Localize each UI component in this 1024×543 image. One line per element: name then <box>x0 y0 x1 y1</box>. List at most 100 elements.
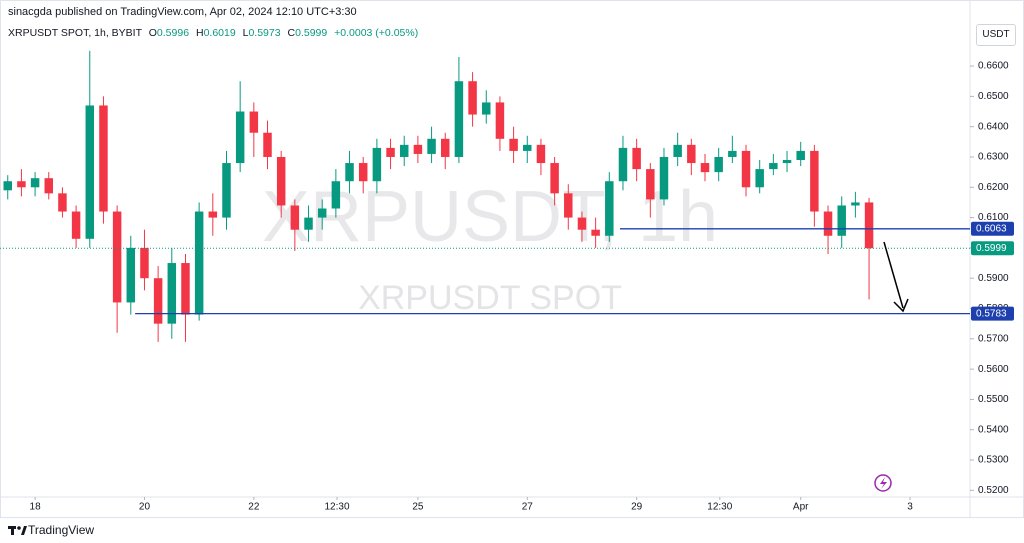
candle-body <box>550 163 559 194</box>
level-tag-label: 0.5783 <box>976 308 1007 319</box>
candle-body <box>167 263 177 324</box>
candle-body <box>468 81 477 115</box>
time-tick-label: 27 <box>522 502 534 513</box>
ohlc-value: 0.5996 <box>156 27 190 39</box>
candle-body <box>441 138 450 157</box>
candle-body <box>317 208 327 218</box>
brand: TradingView <box>28 523 95 537</box>
candle-body <box>235 111 245 164</box>
candle-body <box>577 217 587 230</box>
candle-body <box>700 163 710 173</box>
plot <box>0 50 970 342</box>
last-price-label: 0.5999 <box>976 243 1007 254</box>
level-tag <box>971 221 1014 236</box>
price-tick-label: 0.6200 <box>978 182 1009 193</box>
candle-body <box>741 150 751 188</box>
candle-body <box>782 160 792 164</box>
candle-body <box>864 202 874 249</box>
candle-body <box>263 132 272 157</box>
change: +0.0003 (+0.05%) <box>334 27 419 39</box>
candle-body <box>714 156 723 173</box>
candle-body <box>399 144 409 157</box>
tv-logo <box>8 526 27 535</box>
arrow <box>883 241 909 313</box>
candle-body <box>523 144 532 151</box>
icon[interactable] <box>874 474 892 492</box>
candle-body <box>208 211 218 218</box>
price-tick-label: 0.5300 <box>978 455 1009 466</box>
price-tick-label: 0.5200 <box>978 485 1009 496</box>
candle-body <box>605 181 614 236</box>
legend: XRPUSDT SPOT, 1h, BYBIT O0.5996 H0.6019 … <box>8 27 418 39</box>
last-price-tag <box>971 241 1014 256</box>
time-tick-label: 12:30 <box>707 502 732 513</box>
alert-icon-bolt <box>880 477 887 489</box>
price-tick-label: 0.5700 <box>978 333 1009 344</box>
candle-body <box>222 163 231 218</box>
candle-body <box>509 138 518 151</box>
candle-body <box>632 147 641 170</box>
candle-body <box>413 144 423 154</box>
candle-body <box>564 193 573 218</box>
currency-button[interactable]: USDT <box>976 24 1016 46</box>
candle-body <box>194 211 204 315</box>
ohlc-value: 0.5999 <box>295 27 328 39</box>
published-note: sinacgda published on TradingView.com, A… <box>8 6 357 18</box>
price-tick-label: 0.5900 <box>978 273 1009 284</box>
arrow-shaft <box>883 241 904 309</box>
candle-body <box>495 102 505 139</box>
candle-body <box>796 150 805 161</box>
candle-body <box>591 229 600 236</box>
candle-body <box>646 169 655 200</box>
candle-body <box>71 211 81 239</box>
candle-body <box>372 147 382 182</box>
candle-body <box>153 278 163 324</box>
candle-body <box>837 205 846 236</box>
candle-body <box>44 178 54 194</box>
candle-body <box>536 144 546 164</box>
candle-body <box>30 178 40 188</box>
time-tick-label: 29 <box>631 502 643 513</box>
ohlc-key: L <box>242 27 249 39</box>
level-tag-label: 0.6063 <box>976 223 1007 234</box>
time-tick-label: 18 <box>30 502 42 513</box>
time-tick-label: Apr <box>793 502 809 513</box>
logo-part <box>17 526 21 530</box>
candle-body <box>358 163 368 182</box>
candle-body <box>181 263 190 315</box>
alert-icon[interactable] <box>874 474 892 492</box>
arrow-head <box>893 298 909 313</box>
candle-body <box>810 150 819 212</box>
candle-body <box>99 105 108 212</box>
price-tick-label: 0.6600 <box>978 61 1009 72</box>
price-tick-label: 0.5500 <box>978 394 1009 405</box>
candle-body <box>249 111 259 133</box>
price-tick-label: 0.6100 <box>978 212 1009 223</box>
candle-body <box>276 156 286 206</box>
candle-body <box>769 163 778 170</box>
candle-body <box>386 147 395 157</box>
price-tick-label: 0.6400 <box>978 121 1009 132</box>
ohlc-value: 0.6019 <box>203 27 236 39</box>
chart-frame <box>0 0 1024 518</box>
candle-body <box>427 138 436 154</box>
ohlc-key: C <box>287 27 296 39</box>
candle-body <box>823 211 833 236</box>
time-tick-label: 25 <box>412 502 424 513</box>
candle-body <box>659 156 669 200</box>
logo-part <box>11 526 14 535</box>
symbol: XRPUSDT SPOT, 1h, BYBIT <box>8 27 142 39</box>
candle-body <box>140 247 149 279</box>
candle-body <box>755 169 764 188</box>
candle-body <box>345 163 354 182</box>
candle-body <box>3 181 12 191</box>
logo-part <box>21 526 27 535</box>
candle-body <box>17 181 26 188</box>
ohlc-value: 0.5973 <box>248 27 281 39</box>
candle-body <box>851 202 860 206</box>
level-tag <box>971 306 1014 321</box>
price-tick-label: 0.5600 <box>978 364 1009 375</box>
candle-body <box>290 205 300 230</box>
